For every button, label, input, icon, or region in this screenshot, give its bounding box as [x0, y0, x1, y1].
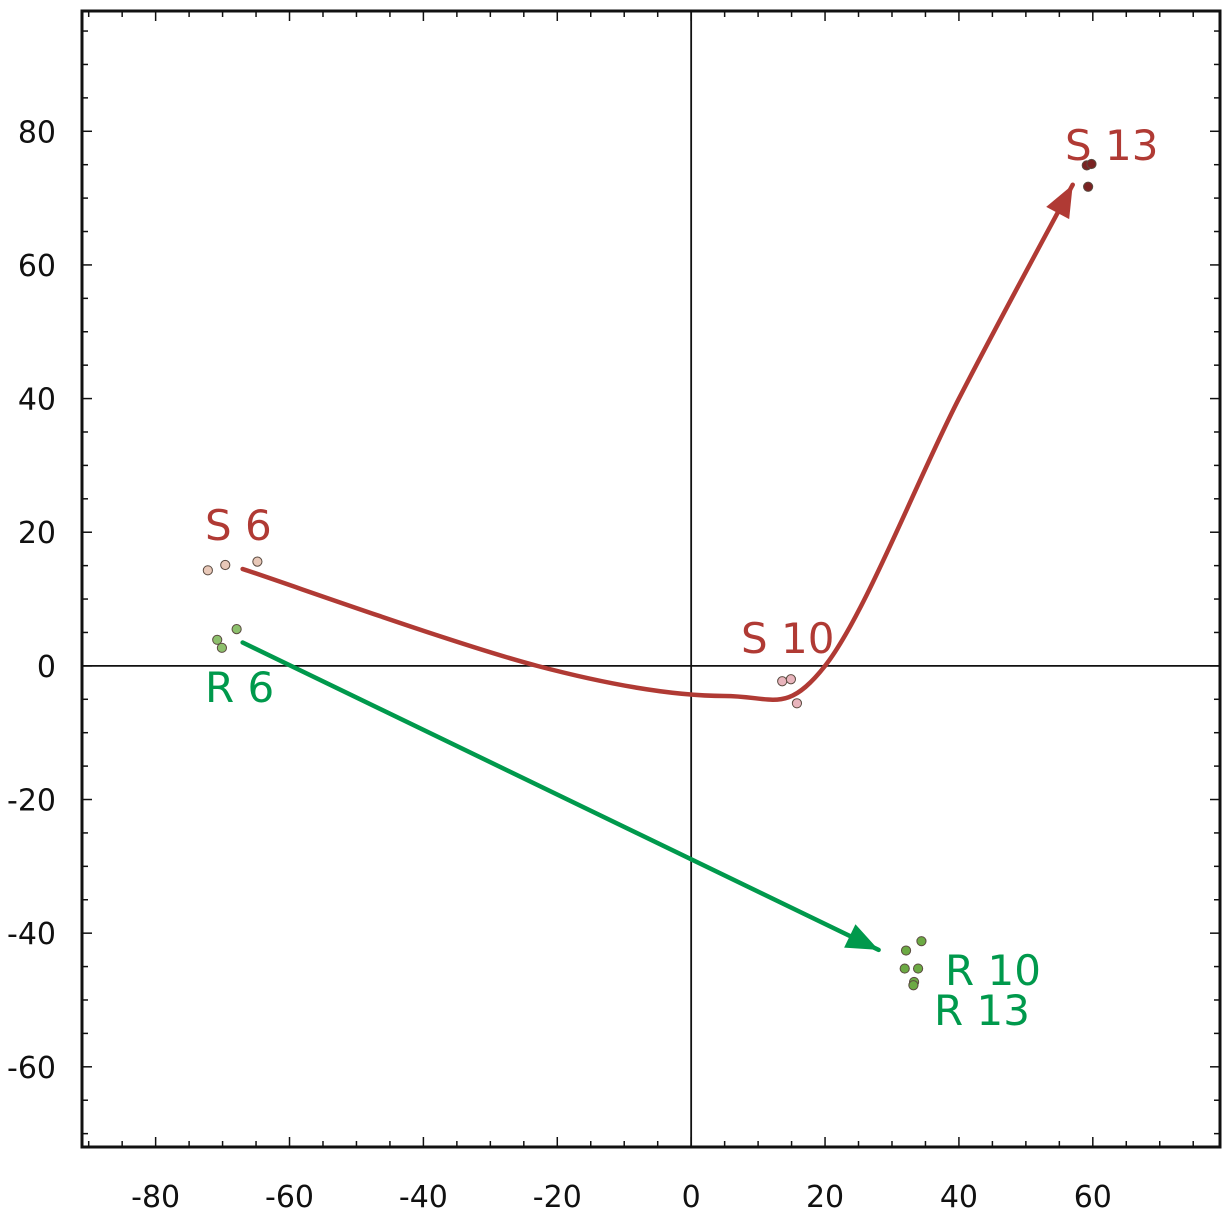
data-point: [900, 945, 912, 956]
y-tick-label: 40: [18, 383, 56, 418]
data-point: [777, 676, 788, 687]
arrowhead-R: [844, 924, 879, 950]
x-tick-label: 40: [940, 1180, 978, 1215]
y-tick-label: 20: [18, 516, 56, 551]
data-point: [252, 556, 263, 567]
group-label: R 6: [205, 663, 274, 712]
y-tick-label: 80: [18, 115, 56, 150]
x-tick-label: -20: [533, 1180, 582, 1215]
group-label: S 10: [741, 614, 834, 663]
x-tick-label: -40: [399, 1180, 448, 1215]
data-point: [899, 963, 910, 974]
y-tick-label: -20: [7, 784, 56, 819]
trajectory-layer: [240, 182, 1075, 953]
x-tick-label: 60: [1074, 1180, 1112, 1215]
trajectory-S: [240, 182, 1075, 702]
point-layer: [202, 158, 1097, 991]
label-layer: S 6 S 10 S 13 R 6 R 10R 13: [205, 121, 1158, 1035]
data-point: [212, 634, 223, 645]
data-point: [785, 674, 797, 685]
data-point: [912, 963, 924, 974]
y-tick-label: -40: [7, 917, 56, 952]
group-label: R 10: [945, 946, 1041, 995]
x-tick-label: -60: [265, 1180, 314, 1215]
data-point: [231, 624, 242, 635]
data-point: [1083, 181, 1094, 192]
x-tick-label: 20: [806, 1180, 844, 1215]
y-tick-label: 60: [18, 249, 56, 284]
x-tick-label: -80: [131, 1180, 180, 1215]
data-point: [216, 642, 228, 653]
group-label: S 6: [205, 501, 272, 550]
y-tick-label: -60: [7, 1051, 56, 1086]
trajectory-R: [240, 640, 881, 953]
axis-layer: -80 -60 -40 -20 0 20 40 60 80 60 40 20 0 -20 -40 -60: [7, 9, 1222, 1215]
data-point: [1086, 158, 1097, 170]
data-point: [916, 936, 927, 947]
data-point: [791, 698, 803, 709]
data-point: [220, 559, 231, 571]
data-point: [908, 980, 919, 991]
x-tick-label: 0: [682, 1180, 701, 1215]
data-point: [202, 565, 213, 576]
arrowhead-S: [1046, 184, 1073, 220]
reference-lines: [82, 11, 1220, 1147]
y-tick-label: 0: [37, 650, 56, 685]
plot-frame: [80, 9, 1222, 1149]
group-label: S 13: [1065, 121, 1158, 170]
group-label: R 13: [934, 986, 1030, 1035]
